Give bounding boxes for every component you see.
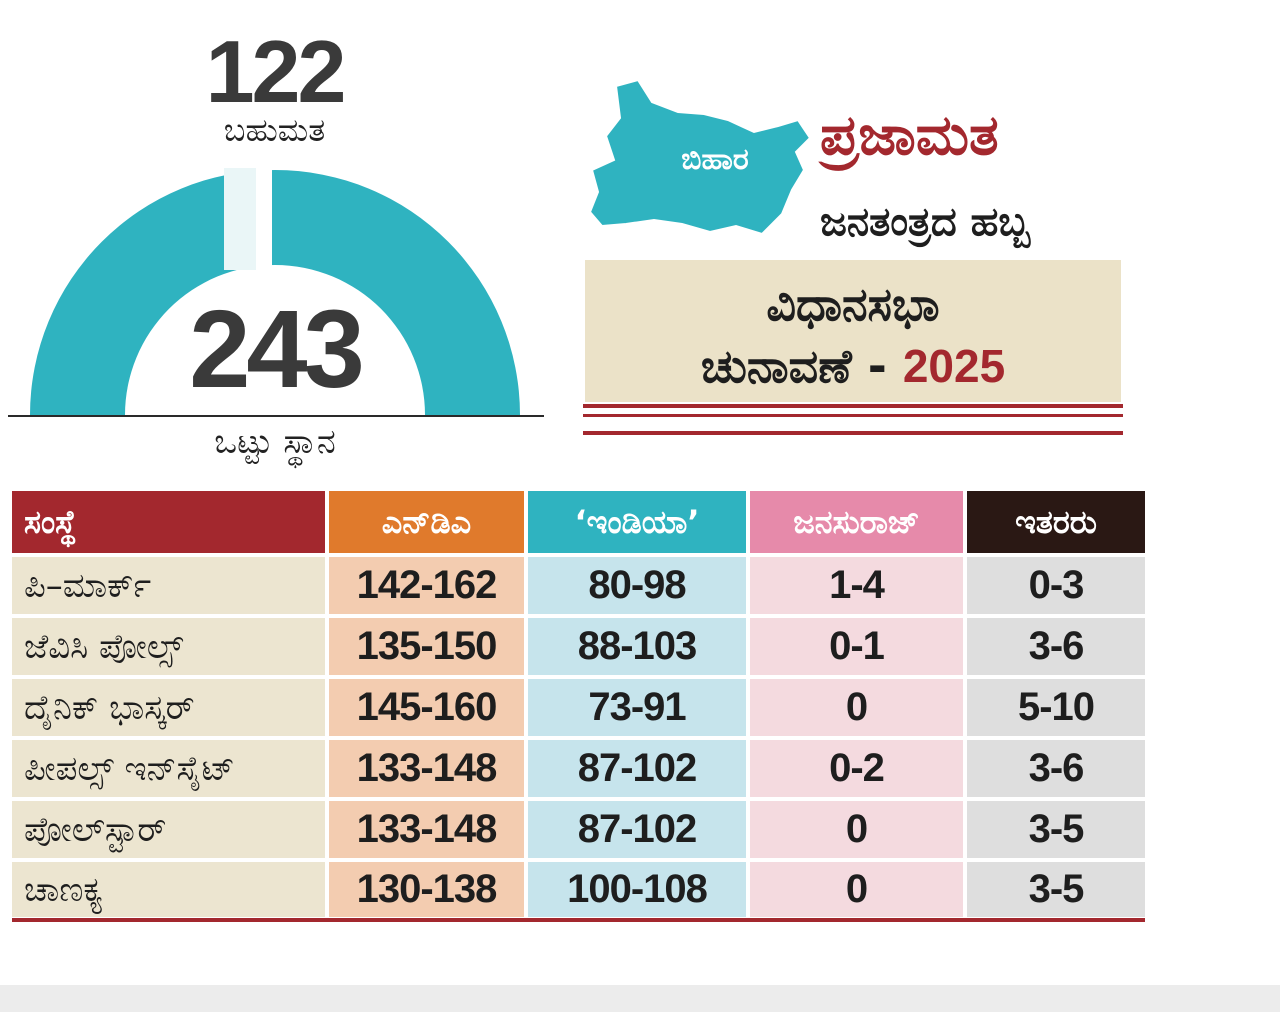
header-others: ಇತರರು	[967, 491, 1145, 553]
bihar-map-icon	[588, 78, 812, 236]
title-line-2-text: ಚುನಾವಣೆ -	[700, 339, 903, 393]
total-seats-label: ಒಟ್ಟು ಸ್ಥಾನ	[214, 422, 336, 462]
nda-cell: 135-150	[329, 618, 524, 675]
brand-tagline: ಜನತಂತ್ರದ ಹಬ್ಬ	[820, 199, 1031, 245]
jansuraj-cell: 0-2	[750, 740, 963, 797]
table-row: ಪಿ–ಮಾರ್ಕ್ 142-162 80-98 1-4 0-3	[12, 557, 1145, 614]
title-line-2: ಚುನಾವಣೆ - 2025	[585, 336, 1121, 396]
title-line-1: ವಿಧಾನಸಭಾ	[766, 277, 940, 331]
india-cell: 73-91	[528, 679, 746, 736]
majority-number: 122	[205, 22, 347, 121]
jansuraj-cell: 0	[750, 679, 963, 736]
india-cell: 88-103	[528, 618, 746, 675]
nda-cell: 133-148	[329, 740, 524, 797]
others-cell: 5-10	[967, 679, 1145, 736]
agency-cell: ಪಿ–ಮಾರ್ಕ್	[12, 557, 325, 614]
state-label: ಬಿಹಾರ	[681, 142, 749, 177]
header-nda: ಎನ್‌ಡಿಎ	[329, 491, 524, 553]
nda-cell: 142-162	[329, 557, 524, 614]
others-cell: 3-5	[967, 801, 1145, 858]
title-rule-bottom	[583, 431, 1123, 435]
election-title-box: ವಿಧಾನಸಭಾ ಚುನಾವಣೆ - 2025	[585, 260, 1121, 402]
majority-label: ಬಹುಮತ	[223, 111, 326, 149]
majority-marker-core	[256, 168, 272, 270]
agency-cell: ಪೀಪಲ್ಸ್ ಇನ್‌ಸೈಟ್	[12, 740, 325, 797]
agency-cell: ಚಾಣಕ್ಯ	[12, 862, 325, 917]
india-cell: 100-108	[528, 862, 746, 917]
india-cell: 87-102	[528, 740, 746, 797]
jansuraj-cell: 0	[750, 801, 963, 858]
others-cell: 3-5	[967, 862, 1145, 917]
nda-cell: 133-148	[329, 801, 524, 858]
header-jansuraj: ಜನಸುರಾಜ್	[750, 491, 963, 553]
others-cell: 0-3	[967, 557, 1145, 614]
title-rule-top	[583, 404, 1123, 408]
agency-cell: ಜೆವಿಸಿ ಪೋಲ್ಸ್	[12, 618, 325, 675]
table-row: ಜೆವಿಸಿ ಪೋಲ್ಸ್ 135-150 88-103 0-1 3-6	[12, 618, 1145, 675]
header-agency: ಸಂಸ್ಥೆ	[12, 491, 325, 553]
title-year: 2025	[902, 340, 1006, 392]
india-cell: 87-102	[528, 801, 746, 858]
gauge-arc	[30, 170, 520, 415]
table-header-row: ಸಂಸ್ಥೆ ಎನ್‌ಡಿಎ ‘ಇಂಡಿಯಾ’ ಜನಸುರಾಜ್ ಇತರರು	[12, 491, 1145, 553]
table-row: ಚಾಣಕ್ಯ 130-138 100-108 0 3-5	[12, 862, 1145, 917]
table-row: ಪೋಲ್‌ಸ್ಟಾರ್ 133-148 87-102 0 3-5	[12, 801, 1145, 858]
jansuraj-cell: 0-1	[750, 618, 963, 675]
agency-cell: ಪೋಲ್‌ಸ್ಟಾರ್	[12, 801, 325, 858]
table-bottom-rule	[12, 918, 1145, 922]
others-cell: 3-6	[967, 618, 1145, 675]
jansuraj-cell: 1-4	[750, 557, 963, 614]
seat-gauge	[8, 168, 544, 417]
others-cell: 3-6	[967, 740, 1145, 797]
nda-cell: 130-138	[329, 862, 524, 917]
title-rule-middle	[583, 414, 1123, 417]
table-row: ದೈನಿಕ್ ಭಾಸ್ಕರ್ 145-160 73-91 0 5-10	[12, 679, 1145, 736]
table-row: ಪೀಪಲ್ಸ್ ಇನ್‌ಸೈಟ್ 133-148 87-102 0-2 3-6	[12, 740, 1145, 797]
bottom-strip	[0, 985, 1280, 1012]
agency-cell: ದೈನಿಕ್ ಭಾಸ್ಕರ್	[12, 679, 325, 736]
header-india: ‘ಇಂಡಿಯಾ’	[528, 491, 746, 553]
jansuraj-cell: 0	[750, 862, 963, 917]
total-seats-number: 243	[189, 288, 365, 411]
india-cell: 80-98	[528, 557, 746, 614]
brand-name: ಪ್ರಜಾಮತ	[820, 103, 999, 168]
nda-cell: 145-160	[329, 679, 524, 736]
